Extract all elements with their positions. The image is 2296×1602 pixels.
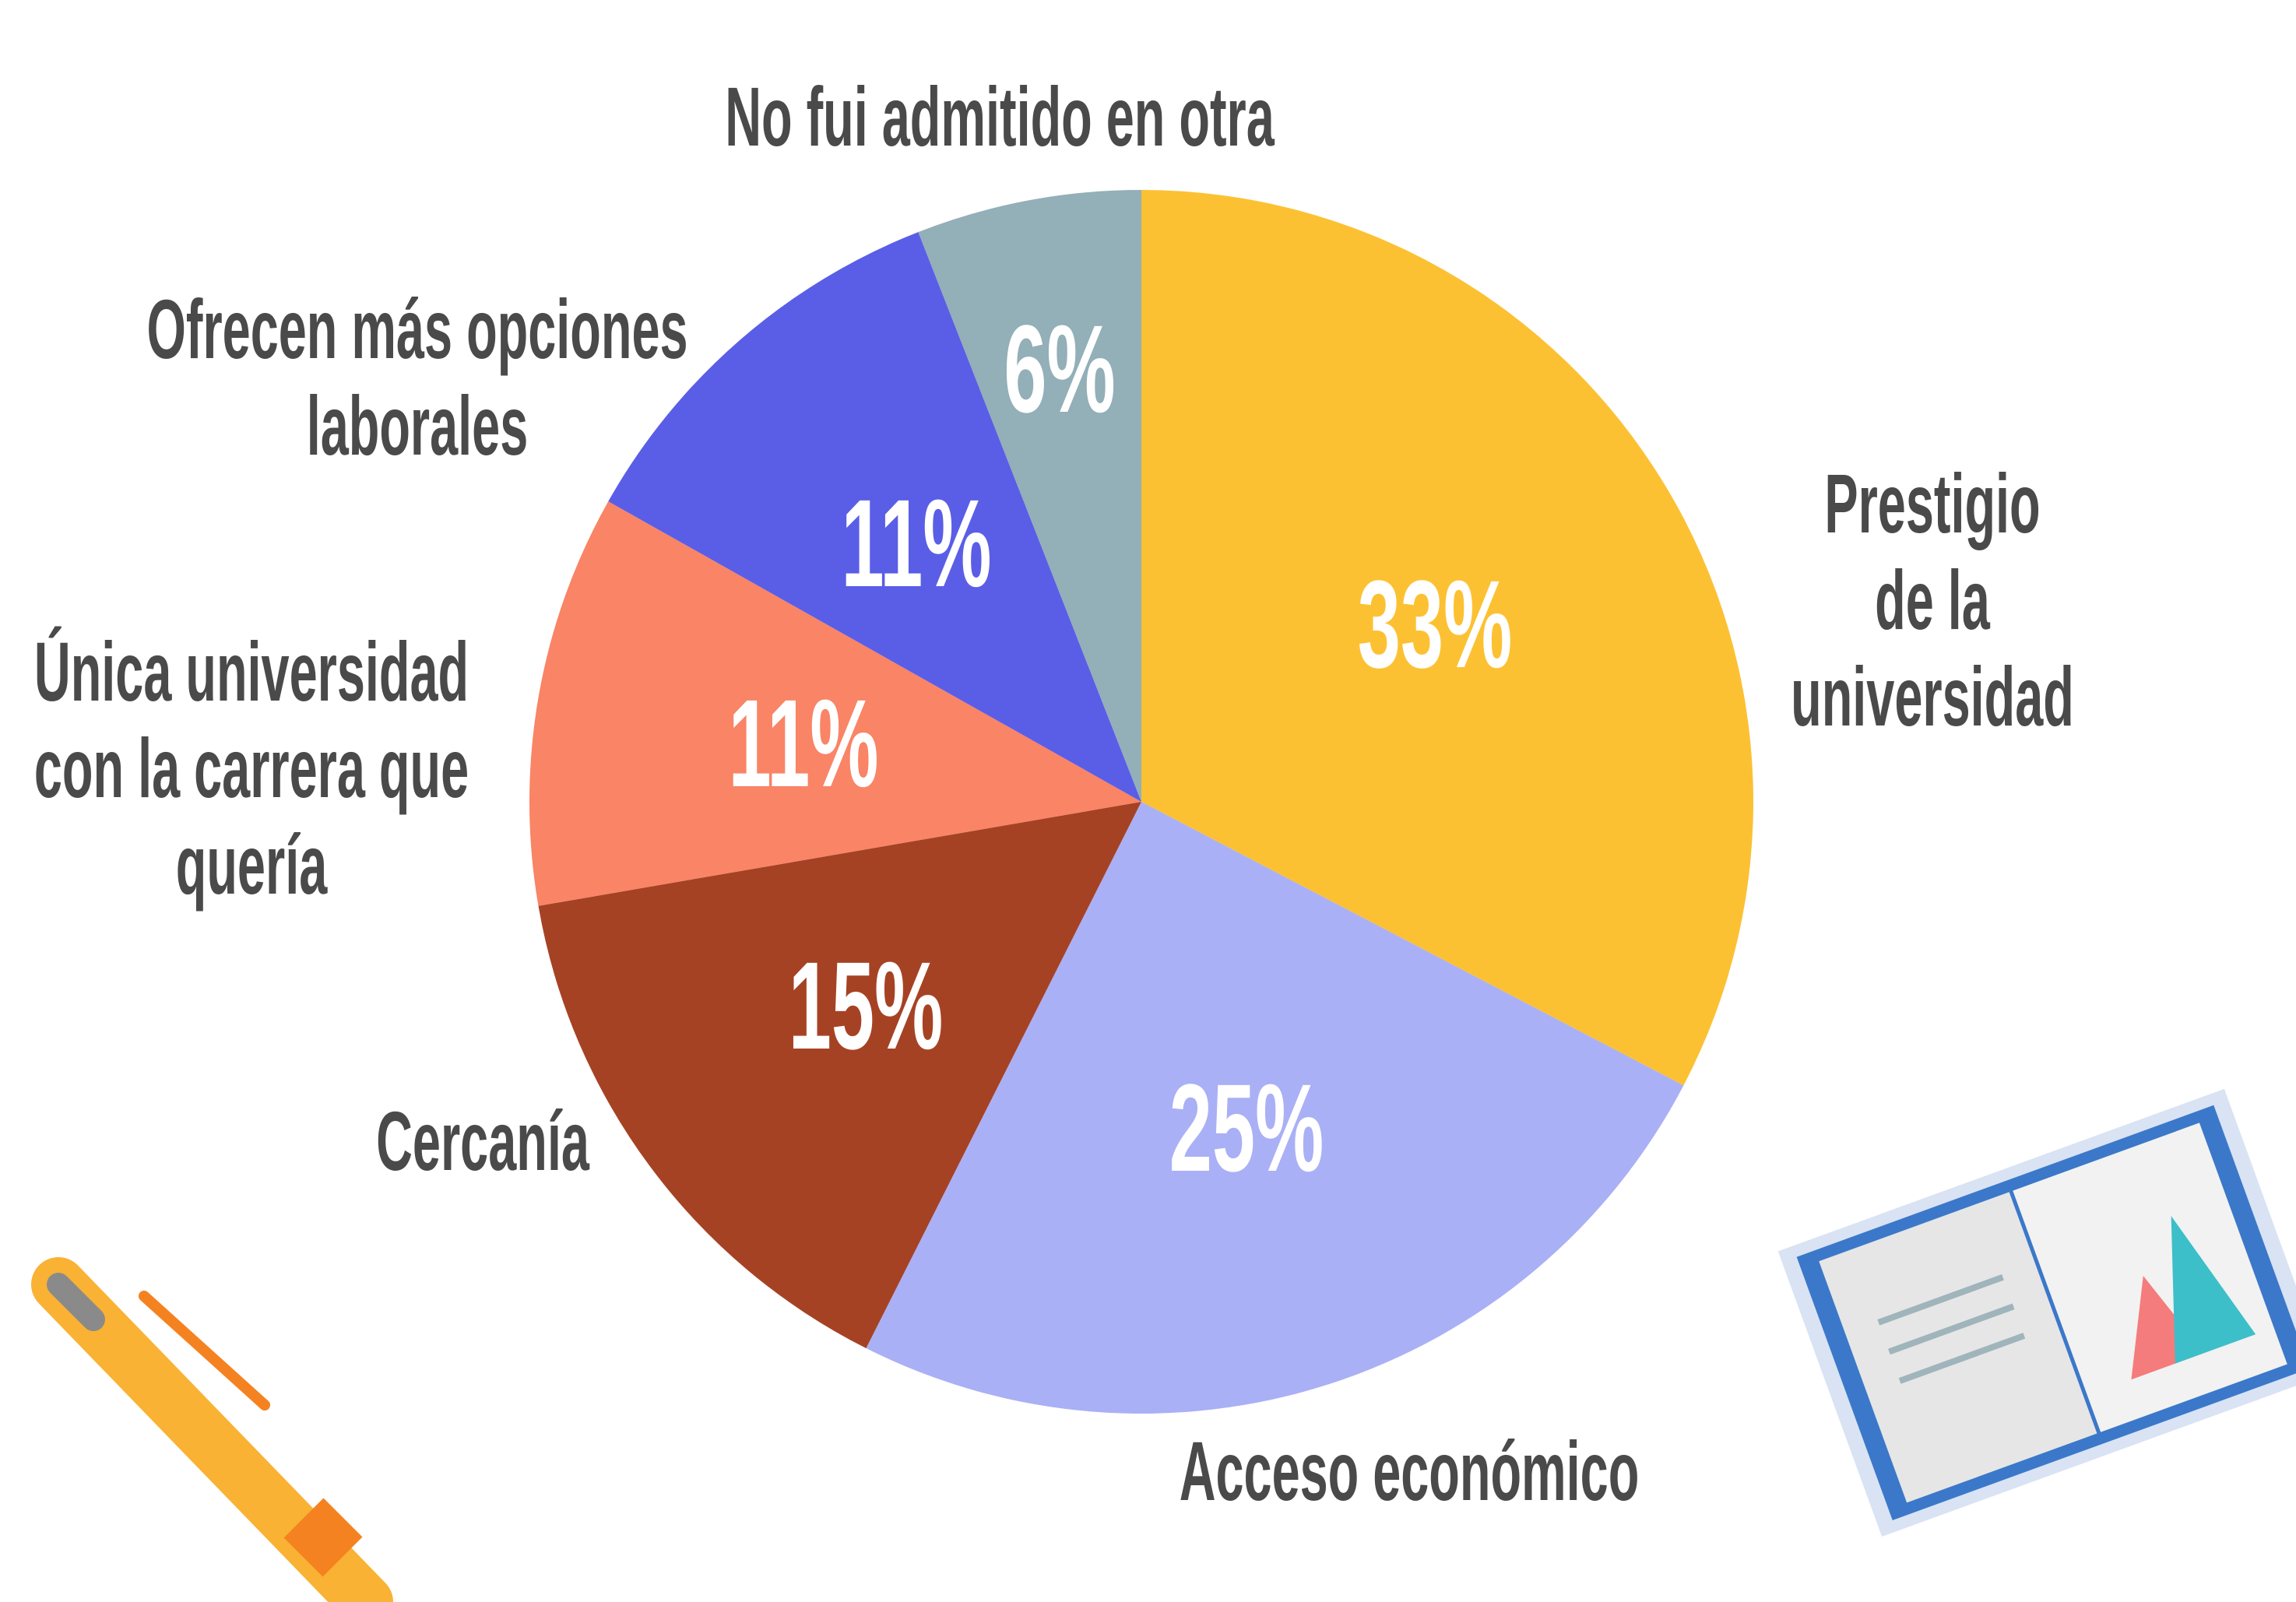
category-label: Ofrecen más opciones laborales	[146, 281, 687, 474]
value-label: 11%	[842, 472, 992, 615]
chart: 33% Prestigio de la universidad 25% Acceso …	[0, 0, 2296, 1602]
book-decoration	[1778, 1089, 2296, 1537]
category-label: Acceso económico	[1180, 1423, 1640, 1519]
category-label: Única universidad con la carrera que que…	[34, 624, 469, 913]
value-label: 6%	[1004, 297, 1115, 441]
pen-decoration	[58, 1284, 366, 1602]
value-label: 15%	[789, 934, 944, 1077]
value-label: 33%	[1357, 553, 1512, 696]
category-label: No fui admitido en otra	[725, 69, 1275, 165]
category-label: Cercanía	[376, 1093, 589, 1189]
value-label: 11%	[729, 672, 879, 815]
value-label: 25%	[1169, 1056, 1324, 1200]
category-label: Prestigio de la universidad	[1791, 455, 2074, 745]
